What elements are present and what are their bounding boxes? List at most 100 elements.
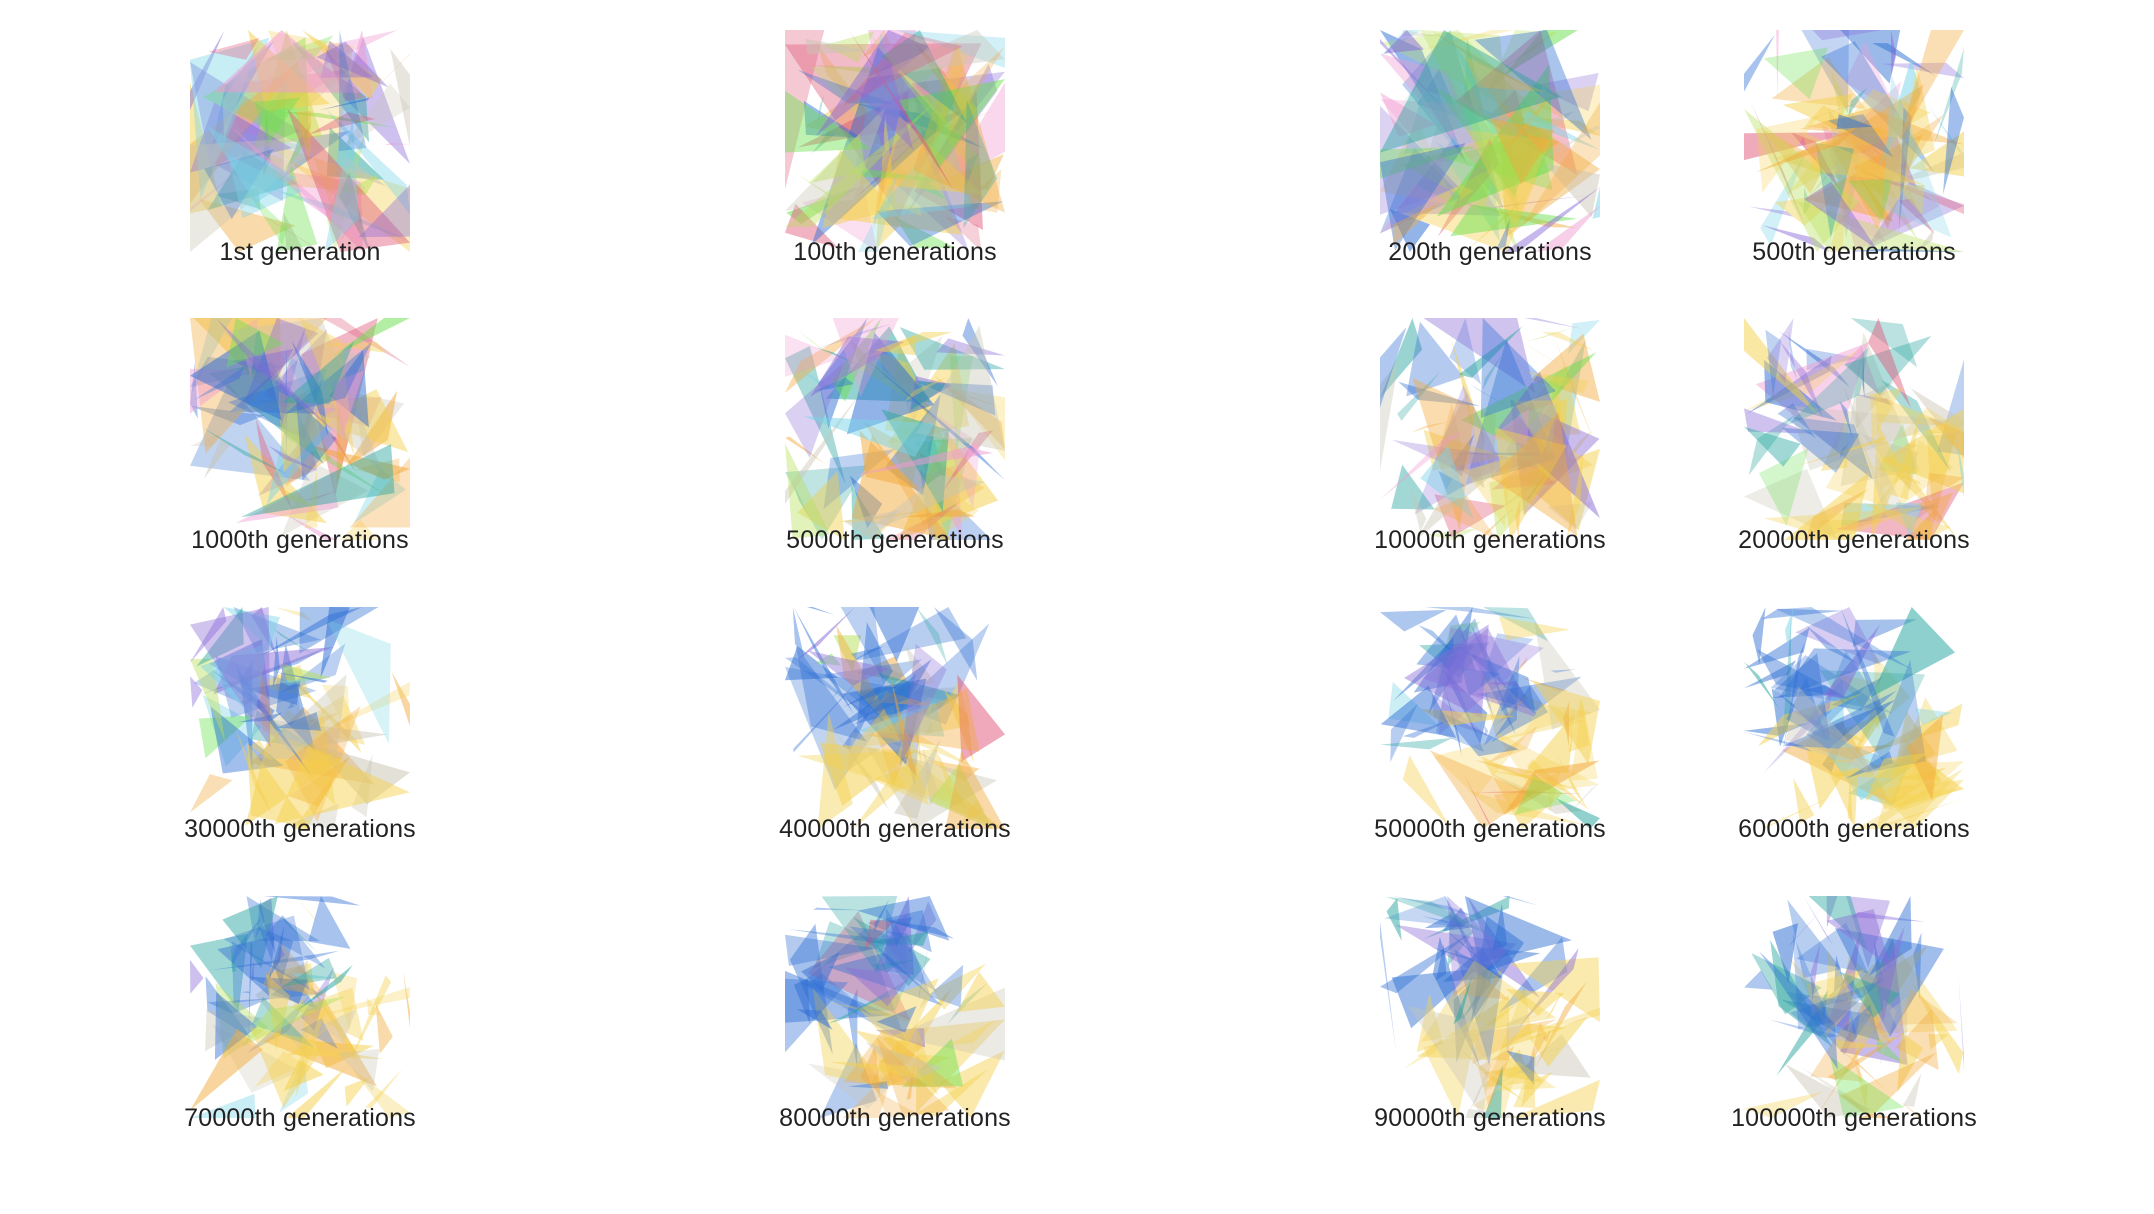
triangle-shape [205,1009,263,1052]
triangle-shape [1380,119,1456,207]
triangle-shape [803,416,935,458]
triangle-shape [1828,928,1862,1031]
triangle-shape [1476,676,1582,711]
triangle-shape [810,66,947,119]
triangle-shape [842,1066,895,1118]
triangle-shape [1435,664,1484,752]
triangle-shape [1498,936,1568,1014]
generation-caption: 80000th generations [779,1104,1011,1132]
triangle-shape [882,1027,939,1096]
triangle-shape [797,749,967,808]
triangle-shape [1786,347,1869,426]
triangle-shape [1928,1033,1949,1050]
triangles-canvas [1744,896,1964,1118]
triangle-shape [1785,607,1794,652]
triangle-shape [281,461,369,537]
triangle-shape [1423,429,1505,471]
triangle-shape [1526,467,1551,500]
triangle-shape [247,995,310,1053]
triangle-shape [899,644,947,767]
generation-image [1380,896,1600,1118]
triangles-canvas [190,318,410,540]
triangle-shape [889,917,913,948]
generation-image [785,318,1005,540]
generation-caption: 20000th generations [1738,526,1970,554]
triangle-shape [322,318,410,367]
triangle-shape [1744,109,1859,252]
triangle-shape [1461,668,1500,697]
triangle-shape [1795,607,1881,665]
triangle-shape [1515,497,1521,540]
triangle-shape [895,1040,924,1071]
triangle-shape [1777,403,1816,439]
triangle-shape [785,970,892,1023]
generation-caption: 100000th generations [1731,1104,1977,1132]
triangle-shape [1568,319,1600,355]
triangle-shape [341,155,387,187]
triangle-shape [203,428,289,475]
triangle-shape [962,318,998,387]
triangle-shape [1763,129,1828,194]
triangle-shape [190,163,248,212]
triangle-shape [273,671,328,683]
triangle-shape [252,996,315,1048]
triangle-shape [1438,470,1465,495]
triangle-shape [214,991,258,1060]
triangle-shape [202,694,262,767]
triangle-shape [1784,471,1870,540]
triangle-shape [1819,193,1842,227]
triangle-shape [384,142,410,146]
triangle-shape [1767,318,1794,384]
triangle-shape [1850,248,1964,252]
triangle-shape [1503,760,1600,816]
triangle-shape [870,696,932,733]
triangle-shape [340,83,410,150]
triangle-shape [358,184,410,237]
triangle-shape [263,896,361,906]
triangle-shape [308,896,351,949]
triangle-shape [877,1091,915,1118]
triangle-shape [797,69,893,104]
triangle-shape [1876,779,1964,829]
triangle-shape [1834,955,1845,992]
triangle-shape [1774,653,1831,741]
triangle-shape [190,102,292,173]
triangle-shape [1836,114,1873,130]
triangle-shape [836,624,903,740]
triangle-shape [1855,380,1895,430]
triangles-canvas [785,30,1005,252]
triangle-shape [1784,1063,1871,1118]
triangle-shape [213,30,360,93]
triangle-shape [321,684,351,737]
triangle-shape [190,136,330,252]
triangle-shape [193,666,241,703]
triangle-shape [1872,43,1936,76]
triangle-shape [1482,656,1528,714]
triangle-shape [1815,142,1854,238]
triangle-shape [1503,82,1562,149]
triangle-shape [1510,957,1600,1023]
generation-image [785,896,1005,1118]
triangle-shape [321,1008,357,1044]
triangle-shape [1867,767,1947,810]
triangle-shape [281,663,331,684]
triangle-shape [1380,183,1447,234]
triangle-shape [1423,1028,1477,1118]
triangle-shape [1389,209,1430,252]
generation-caption: 50000th generations [1374,815,1606,843]
triangle-shape [272,635,280,688]
triangle-shape [1851,912,1926,922]
triangle-shape [1568,697,1590,753]
triangle-shape [898,509,976,518]
triangle-shape [892,81,935,108]
generation-caption: 70000th generations [184,1104,416,1132]
triangles-canvas [785,607,1005,829]
triangle-shape [250,1027,327,1108]
triangle-shape [801,952,840,992]
triangle-shape [1843,979,1882,1041]
triangle-shape [806,607,835,615]
triangle-shape [1744,1091,1824,1118]
triangle-shape [1827,1027,1911,1081]
triangle-shape [1841,502,1942,527]
triangle-shape [1855,394,1892,406]
